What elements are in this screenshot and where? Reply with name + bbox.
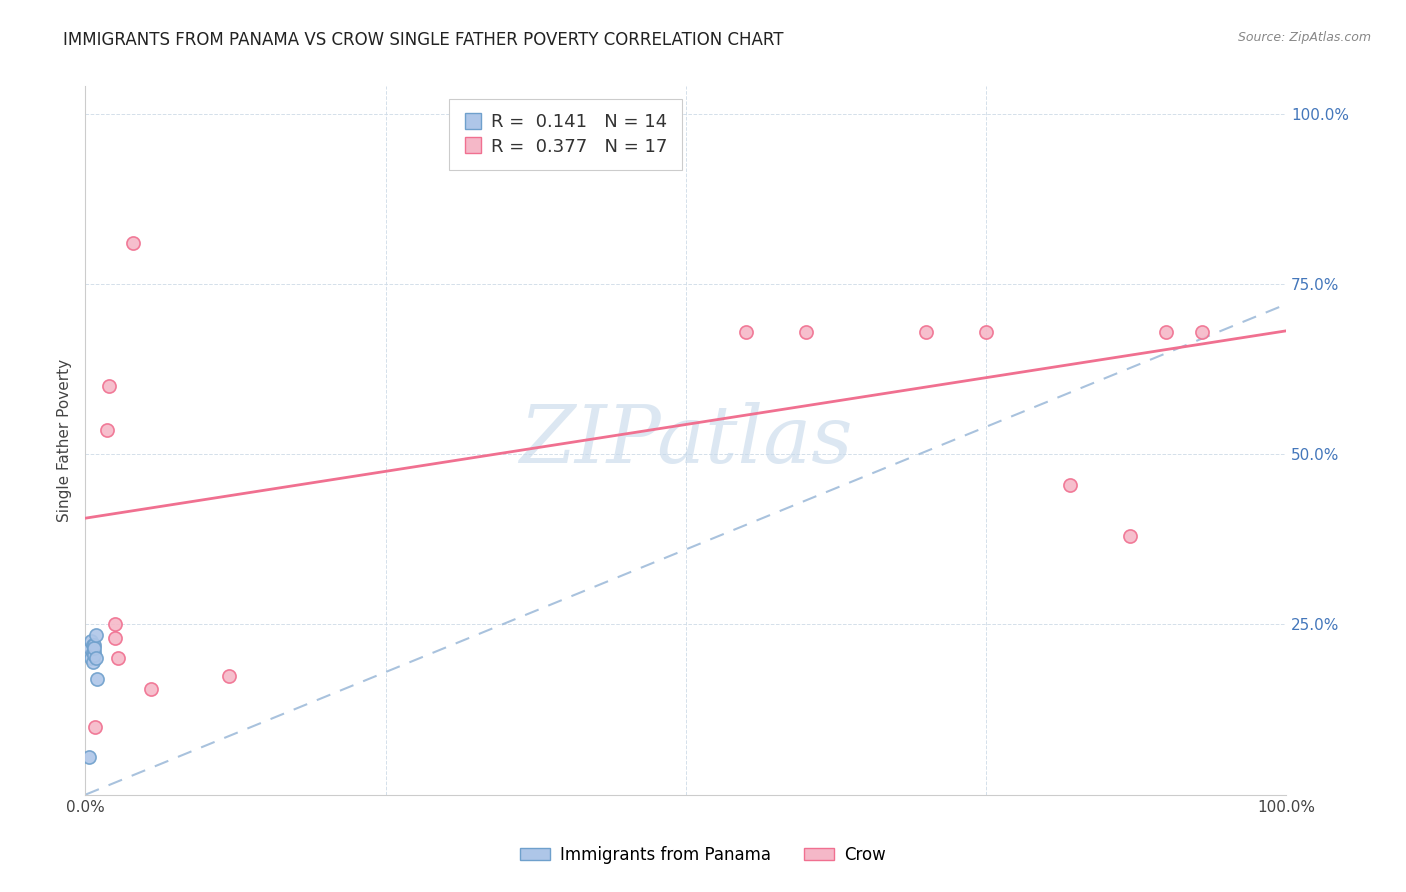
Point	[84, 720, 107, 734]
Y-axis label: Single Father Poverty: Single Father Poverty	[58, 359, 72, 522]
Point	[83, 645, 105, 659]
Point	[914, 325, 936, 339]
Point	[974, 325, 997, 339]
Text: IMMIGRANTS FROM PANAMA VS CROW SINGLE FATHER POVERTY CORRELATION CHART: IMMIGRANTS FROM PANAMA VS CROW SINGLE FA…	[63, 31, 783, 49]
Point	[80, 634, 103, 648]
Point	[107, 651, 129, 665]
Point	[122, 235, 145, 250]
Point	[96, 423, 118, 437]
Point	[1191, 325, 1213, 339]
Point	[218, 668, 240, 682]
Point	[794, 325, 817, 339]
Point	[86, 672, 108, 686]
Point	[83, 638, 105, 652]
Point	[80, 651, 103, 665]
Point	[1119, 529, 1142, 543]
Text: ZIPatlas: ZIPatlas	[519, 401, 852, 479]
Point	[84, 627, 107, 641]
Point	[83, 641, 105, 656]
Text: Source: ZipAtlas.com: Source: ZipAtlas.com	[1237, 31, 1371, 45]
Point	[82, 655, 104, 669]
Point	[82, 638, 104, 652]
Point	[84, 651, 107, 665]
Point	[1154, 325, 1177, 339]
Point	[79, 641, 101, 656]
Legend: Immigrants from Panama, Crow: Immigrants from Panama, Crow	[513, 839, 893, 871]
Point	[98, 379, 121, 393]
Point	[141, 682, 163, 697]
Point	[1059, 477, 1081, 491]
Point	[77, 750, 100, 764]
Point	[734, 325, 756, 339]
Legend: R =  0.141   N = 14, R =  0.377   N = 17: R = 0.141 N = 14, R = 0.377 N = 17	[450, 99, 682, 170]
Point	[104, 617, 127, 632]
Point	[82, 645, 104, 659]
Point	[83, 648, 105, 662]
Point	[104, 631, 127, 645]
